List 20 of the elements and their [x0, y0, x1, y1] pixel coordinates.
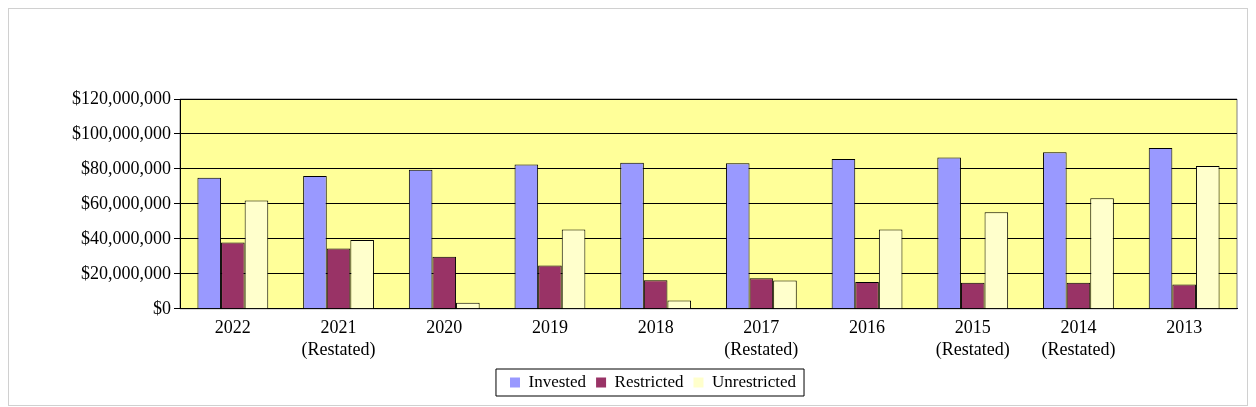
y-tick-label: $20,000,000 [81, 262, 171, 283]
x-tick-label: 2019 [531, 317, 568, 338]
legend-label: Invested [528, 371, 587, 391]
x-tick-label: 2021 (Restated) [301, 317, 376, 360]
x-tick-label: 2018 [637, 317, 674, 338]
x-tick-label: 2017 (Restated) [724, 317, 799, 360]
legend-label: Unrestricted [712, 371, 797, 391]
y-tick-label: $120,000,000 [72, 87, 171, 108]
y-tick-label: $40,000,000 [81, 227, 171, 248]
y-tick-label: $0 [153, 297, 171, 318]
y-tick-label: $60,000,000 [81, 192, 171, 213]
x-tick-label: 2013 [1166, 317, 1203, 338]
x-tick-label: 2016 [849, 317, 886, 338]
x-tick-label: 2022 [214, 317, 251, 338]
legend-label: Restricted [614, 371, 684, 391]
x-tick-label: 2015 (Restated) [935, 317, 1010, 360]
y-tick-label: $100,000,000 [72, 122, 171, 143]
x-tick-label: 2020 [426, 317, 463, 338]
y-tick-label: $80,000,000 [81, 157, 171, 178]
x-tick-label: 2014 (Restated) [1041, 317, 1116, 360]
